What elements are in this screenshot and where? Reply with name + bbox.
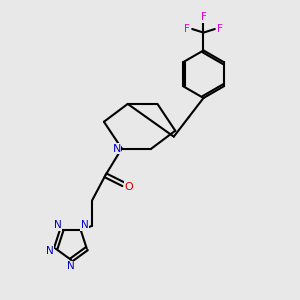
Text: N: N xyxy=(54,220,62,230)
Text: F: F xyxy=(217,24,223,34)
Text: F: F xyxy=(201,12,206,22)
Text: O: O xyxy=(125,182,134,192)
Text: N: N xyxy=(112,143,121,154)
Text: N: N xyxy=(81,220,88,230)
Text: N: N xyxy=(68,261,75,271)
Text: N: N xyxy=(46,246,54,256)
Text: F: F xyxy=(184,24,190,34)
